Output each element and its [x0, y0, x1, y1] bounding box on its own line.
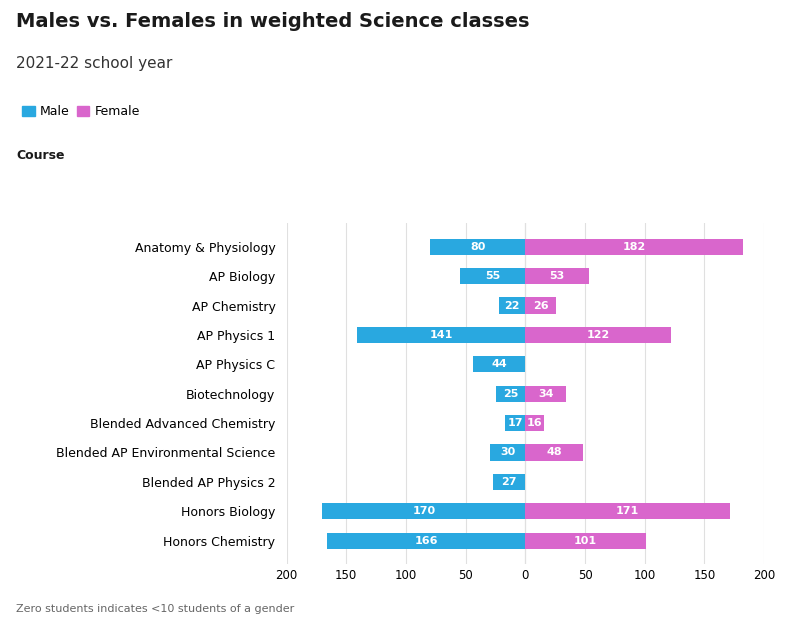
Text: Course: Course [16, 149, 64, 162]
Text: 55: 55 [485, 271, 500, 281]
Bar [505, 415, 525, 431]
Text: 27: 27 [501, 477, 517, 487]
Text: 25: 25 [503, 389, 518, 399]
Bar [525, 415, 544, 431]
Text: 48: 48 [546, 448, 562, 458]
Text: 22: 22 [505, 301, 520, 311]
Text: 34: 34 [538, 389, 553, 399]
Bar [499, 298, 525, 314]
Bar [357, 327, 525, 343]
Text: 26: 26 [533, 301, 548, 311]
Bar [525, 503, 729, 520]
Text: 170: 170 [412, 507, 435, 516]
Bar [494, 474, 525, 490]
Text: 101: 101 [574, 536, 597, 546]
Text: 141: 141 [430, 330, 453, 340]
Text: 166: 166 [415, 536, 438, 546]
Text: 53: 53 [549, 271, 564, 281]
Text: Zero students indicates <10 students of a gender: Zero students indicates <10 students of … [16, 604, 295, 614]
Bar [490, 445, 525, 461]
Bar [460, 268, 525, 284]
Text: 80: 80 [470, 242, 486, 252]
Bar [525, 327, 671, 343]
Text: 171: 171 [616, 507, 639, 516]
Text: Males vs. Females in weighted Science classes: Males vs. Females in weighted Science cl… [16, 12, 529, 32]
Bar [525, 268, 589, 284]
Bar [322, 503, 525, 520]
Bar [473, 356, 525, 373]
Text: 16: 16 [527, 418, 543, 428]
Text: 17: 17 [508, 418, 523, 428]
Bar [525, 298, 556, 314]
Text: 44: 44 [491, 360, 507, 370]
Bar [525, 533, 646, 549]
Bar [495, 386, 525, 402]
Bar [327, 533, 525, 549]
Text: 182: 182 [622, 242, 646, 252]
Bar [525, 239, 743, 255]
Bar [525, 386, 566, 402]
Text: 30: 30 [500, 448, 515, 458]
Bar [525, 445, 583, 461]
Bar [430, 239, 525, 255]
Text: 2021-22 school year: 2021-22 school year [16, 56, 172, 71]
Text: 122: 122 [587, 330, 610, 340]
Legend: Male, Female: Male, Female [22, 105, 140, 118]
